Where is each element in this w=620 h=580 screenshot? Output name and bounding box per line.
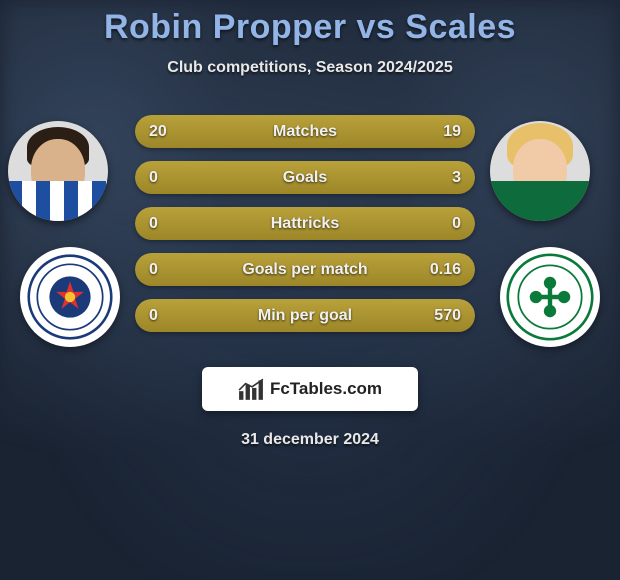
bar-chart-icon — [238, 377, 264, 401]
stat-label: Hattricks — [135, 207, 475, 240]
player-left-avatar — [8, 121, 108, 221]
celtic-crest-icon — [506, 253, 594, 341]
stat-label: Min per goal — [135, 299, 475, 332]
stat-label: Goals per match — [135, 253, 475, 286]
stat-row: 00Hattricks — [135, 207, 475, 240]
player-right-avatar — [490, 121, 590, 221]
stat-label: Goals — [135, 161, 475, 194]
stat-row: 00.16Goals per match — [135, 253, 475, 286]
date-text: 31 december 2024 — [0, 431, 620, 449]
page-title: Robin Propper vs Scales — [0, 0, 620, 47]
subtitle: Club competitions, Season 2024/2025 — [0, 59, 620, 77]
rangers-crest-icon — [27, 254, 113, 340]
brand-text: FcTables.com — [270, 379, 382, 399]
stat-row: 2019Matches — [135, 115, 475, 148]
stat-row: 0570Min per goal — [135, 299, 475, 332]
comparison-panel: 2019Matches 03Goals 00Hattricks 00.16Goals … — [0, 107, 620, 347]
stat-row: 03Goals — [135, 161, 475, 194]
club-left-badge — [20, 247, 120, 347]
stat-label: Matches — [135, 115, 475, 148]
brand-badge: FcTables.com — [202, 367, 418, 411]
stats-list: 2019Matches 03Goals 00Hattricks 00.16Goals … — [135, 115, 475, 332]
club-right-badge — [500, 247, 600, 347]
